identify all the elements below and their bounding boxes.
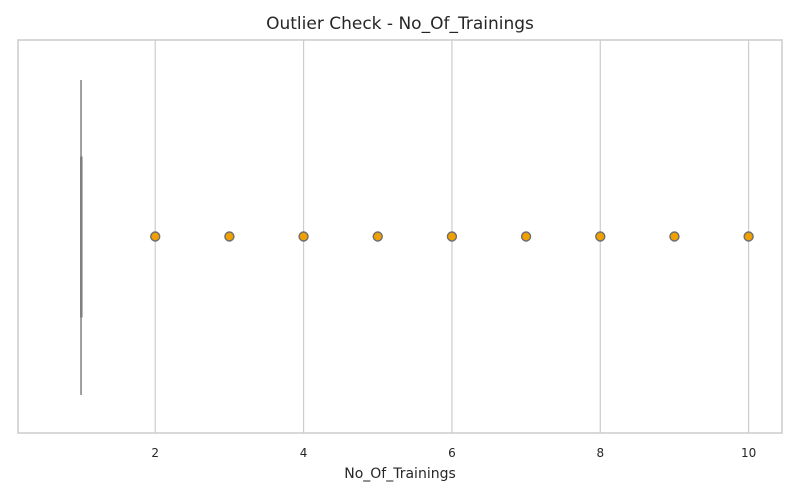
outlier-point-9 <box>669 231 680 242</box>
plot-frame <box>17 39 783 434</box>
x-tick-label-4: 4 <box>300 446 308 460</box>
outlier-point-5 <box>372 231 383 242</box>
outlier-point-6 <box>446 231 458 242</box>
outlier-point-4 <box>298 231 309 242</box>
outlier-point-3 <box>224 231 235 242</box>
x-tick-labels: 2 4 6 8 10 <box>151 446 756 460</box>
outlier-point-10 <box>743 231 754 242</box>
x-tick-label-6: 6 <box>448 446 456 460</box>
outlier-point-7 <box>520 231 532 242</box>
x-axis-label: No_Of_Trainings <box>344 466 456 482</box>
x-tick-label-8: 8 <box>596 446 604 460</box>
box-group <box>80 80 83 395</box>
x-tick-label-2: 2 <box>151 446 159 460</box>
outlier-point-8 <box>595 231 606 242</box>
outlier-point-2 <box>150 231 161 242</box>
chart-title: Outlier Check - No_Of_Trainings <box>266 14 534 34</box>
outlier-points <box>150 231 754 242</box>
x-tick-label-10: 10 <box>741 446 756 460</box>
